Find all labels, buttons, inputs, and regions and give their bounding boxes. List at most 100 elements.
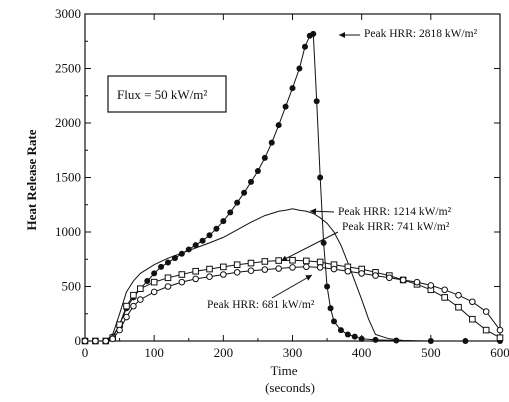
annotation-label: Peak HRR: 2818 kW/m² xyxy=(364,28,478,40)
series-none xyxy=(85,208,500,342)
y-tick-label: 1500 xyxy=(55,170,81,185)
data-point xyxy=(275,122,282,129)
x-tick-label: 100 xyxy=(144,345,164,360)
y-tick-label: 0 xyxy=(75,333,82,348)
peak-annotation: Peak HRR: 681 kW/m² xyxy=(207,274,315,311)
data-point xyxy=(337,327,344,334)
data-point xyxy=(234,199,241,206)
data-point xyxy=(130,302,137,310)
data-point xyxy=(316,258,324,266)
x-axis-subtitle: (seconds) xyxy=(265,380,315,395)
data-point xyxy=(158,263,165,270)
y-tick-label: 2500 xyxy=(55,61,81,76)
data-point xyxy=(247,259,255,267)
data-point xyxy=(220,271,227,278)
data-point xyxy=(164,283,172,290)
data-point xyxy=(192,267,199,275)
data-point xyxy=(344,331,351,338)
data-point xyxy=(192,275,199,283)
data-point xyxy=(164,274,172,282)
data-point xyxy=(248,178,254,185)
data-point xyxy=(151,270,158,277)
data-point xyxy=(482,308,490,315)
data-point xyxy=(109,335,116,343)
data-point xyxy=(316,264,324,271)
annotation-label: Peak HRR: 681 kW/m² xyxy=(207,299,315,311)
series-open-circle xyxy=(81,263,504,345)
data-point xyxy=(317,174,324,181)
data-point xyxy=(123,313,130,321)
peak-annotation: Peak HRR: 1214 kW/m² xyxy=(309,206,452,218)
data-point xyxy=(399,276,407,284)
y-tick-label: 1000 xyxy=(55,224,81,239)
series-line xyxy=(85,208,500,342)
data-point xyxy=(261,154,268,161)
flux-box-label: Flux = 50 kW/m² xyxy=(117,87,207,102)
x-tick-label: 200 xyxy=(214,345,234,360)
data-point xyxy=(372,336,379,343)
data-point xyxy=(469,315,476,323)
x-tick-label: 400 xyxy=(352,345,372,360)
data-point xyxy=(469,298,476,306)
data-point xyxy=(275,265,282,272)
x-tick-label: 600 xyxy=(490,345,509,360)
annotation-arrow-head xyxy=(310,208,317,215)
data-point xyxy=(178,271,186,278)
data-point xyxy=(220,263,227,271)
annotations-layer: Peak HRR: 2818 kW/m² Peak HRR: 1214 kW/m²… xyxy=(207,28,478,311)
flux-box: Flux = 50 kW/m² xyxy=(107,75,227,113)
data-point xyxy=(413,278,421,286)
data-point xyxy=(330,265,338,273)
data-point xyxy=(268,139,275,146)
x-tick-label: 0 xyxy=(82,345,89,360)
data-point xyxy=(310,30,317,37)
annotation-arrow-head xyxy=(281,255,288,261)
data-point xyxy=(150,288,158,296)
data-point xyxy=(116,326,123,334)
annotation-arrow-line xyxy=(280,231,339,262)
data-point xyxy=(144,278,151,285)
data-point xyxy=(320,239,327,246)
data-point xyxy=(275,257,282,264)
data-point xyxy=(327,305,334,312)
series-line xyxy=(85,266,501,342)
data-point xyxy=(233,269,241,276)
data-point xyxy=(199,237,206,244)
data-point xyxy=(227,209,234,216)
y-tick-label: 500 xyxy=(62,279,82,294)
data-point xyxy=(303,263,310,271)
data-point xyxy=(261,258,269,265)
data-point xyxy=(296,65,303,72)
annotation-label: Peak HRR: 741 kW/m² xyxy=(342,221,450,233)
data-point xyxy=(455,291,462,299)
data-point xyxy=(213,225,220,232)
data-point xyxy=(206,232,213,239)
data-point xyxy=(455,303,462,311)
data-point xyxy=(192,242,199,249)
annotation-arrow-head xyxy=(339,32,345,38)
data-point xyxy=(220,218,227,225)
data-point xyxy=(482,326,490,334)
data-point xyxy=(344,267,352,275)
data-point xyxy=(123,302,130,310)
data-point xyxy=(358,335,365,342)
annotation-arrow-head xyxy=(305,275,312,281)
data-point xyxy=(441,286,448,294)
data-point xyxy=(496,334,504,342)
data-point xyxy=(102,337,110,345)
data-point xyxy=(393,337,400,344)
data-point xyxy=(206,273,213,280)
data-point xyxy=(313,98,320,105)
data-point xyxy=(358,270,365,277)
data-point xyxy=(441,294,448,301)
y-axis-title: Heat Release Rate xyxy=(24,129,39,230)
data-point xyxy=(178,278,186,286)
data-point xyxy=(241,189,248,196)
data-point xyxy=(206,265,213,273)
data-point xyxy=(303,257,310,265)
data-point xyxy=(351,333,358,340)
data-point xyxy=(92,337,99,345)
data-point xyxy=(233,261,241,268)
data-point xyxy=(331,318,337,325)
